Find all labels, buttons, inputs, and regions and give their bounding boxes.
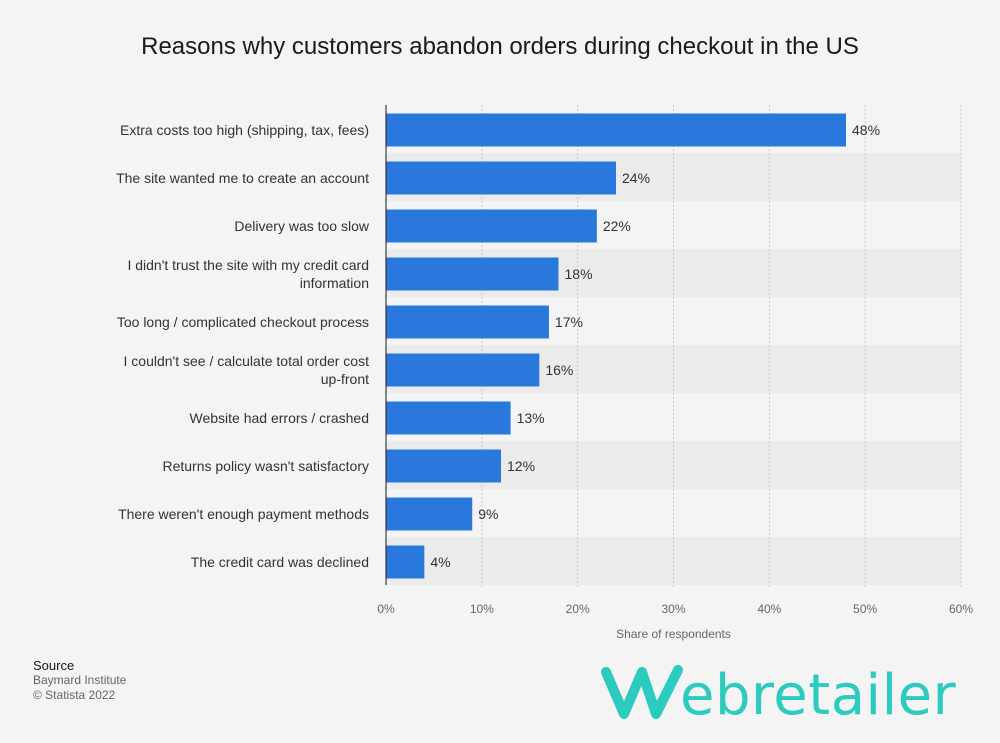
category-label: Returns policy wasn't satisfactory xyxy=(162,458,369,474)
category-label: I couldn't see / calculate total order c… xyxy=(124,353,370,387)
category-label: I didn't trust the site with my credit c… xyxy=(127,257,369,291)
category-label: Delivery was too slow xyxy=(234,218,369,234)
category-label: Extra costs too high (shipping, tax, fee… xyxy=(120,122,369,138)
category-labels: Extra costs too high (shipping, tax, fee… xyxy=(116,122,370,570)
bar xyxy=(386,497,473,531)
bar xyxy=(386,401,511,435)
bars xyxy=(386,113,846,579)
bar xyxy=(386,353,540,387)
x-tick-label: 30% xyxy=(661,602,685,616)
bar-chart: Extra costs too high (shipping, tax, fee… xyxy=(116,105,973,641)
category-label: Website had errors / crashed xyxy=(190,410,370,426)
x-tick-label: 20% xyxy=(566,602,590,616)
data-label: 24% xyxy=(622,170,650,186)
category-label: The credit card was declined xyxy=(191,554,369,570)
bar xyxy=(386,161,616,195)
data-label: 22% xyxy=(603,218,631,234)
category-label: The site wanted me to create an account xyxy=(116,170,369,186)
bar xyxy=(386,257,559,291)
x-tick-label: 0% xyxy=(377,602,395,616)
chart-title: Reasons why customers abandon orders dur… xyxy=(141,33,859,60)
bar xyxy=(386,113,846,147)
data-label: 13% xyxy=(517,410,545,426)
x-axis-label: Share of respondents xyxy=(616,627,731,641)
data-label: 12% xyxy=(507,458,535,474)
x-tick-label: 50% xyxy=(853,602,877,616)
data-label: 16% xyxy=(545,362,573,378)
source-name: Baymard Institute xyxy=(33,673,127,687)
copyright: © Statista 2022 xyxy=(33,688,116,702)
source-heading: Source xyxy=(33,658,75,673)
data-label: 4% xyxy=(430,554,450,570)
logo-text: ebretailer xyxy=(680,663,957,728)
category-label: There weren't enough payment methods xyxy=(118,506,369,522)
bar xyxy=(386,545,425,579)
bar xyxy=(386,209,597,243)
bar xyxy=(386,305,549,339)
x-tick-labels: 0% 10% 20% 30% 40% 50% 60% xyxy=(377,602,973,616)
data-label: 17% xyxy=(555,314,583,330)
data-label: 9% xyxy=(478,506,498,522)
bar xyxy=(386,449,501,483)
x-tick-label: 60% xyxy=(949,602,973,616)
category-label: Too long / complicated checkout process xyxy=(117,314,369,330)
logo-w-icon xyxy=(601,665,683,719)
x-tick-label: 10% xyxy=(470,602,494,616)
x-tick-label: 40% xyxy=(757,602,781,616)
data-label: 48% xyxy=(852,122,880,138)
value-labels: 48% 24% 22% 18% 17% 16% 13% 12% 9% 4% xyxy=(430,122,880,570)
source-block: Source Baymard Institute © Statista 2022 xyxy=(33,658,126,703)
webretailer-logo: ebretailer xyxy=(601,663,957,728)
data-label: 18% xyxy=(565,266,593,282)
